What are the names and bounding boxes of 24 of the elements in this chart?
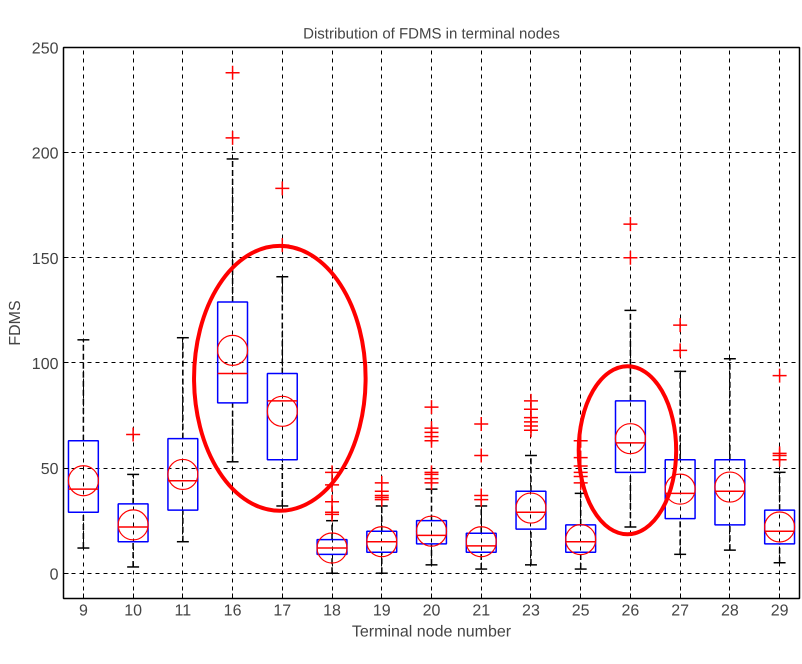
x-tick-label: 23 [522,602,540,620]
x-tick-label: 17 [273,602,292,620]
x-tick-label: 25 [572,602,590,620]
x-tick-label: 9 [78,602,88,620]
y-tick-label: 200 [32,146,59,163]
x-tick-label: 19 [372,602,391,620]
x-tick-label: 10 [124,602,142,620]
x-tick-label: 28 [720,602,739,620]
x-tick-label: 27 [671,602,690,620]
y-tick-label: 100 [32,356,59,373]
x-tick-label: 21 [472,602,490,620]
x-tick-label: 20 [422,602,440,620]
x-tick-label: 18 [323,602,342,620]
y-tick-label: 0 [50,566,59,584]
y-axis-title: FDMS [6,300,24,346]
x-tick-label: 16 [224,602,242,620]
y-tick-label: 50 [40,461,59,478]
x-axis-title: Terminal node number [352,624,512,640]
y-tick-label: 250 [32,40,59,58]
x-tick-label: 29 [770,602,789,620]
x-tick-label: 11 [174,602,192,620]
x-tick-label: 26 [622,602,640,620]
chart-title: Distribution of FDMS in terminal nodes [303,26,560,42]
y-tick-label: 150 [32,250,59,268]
